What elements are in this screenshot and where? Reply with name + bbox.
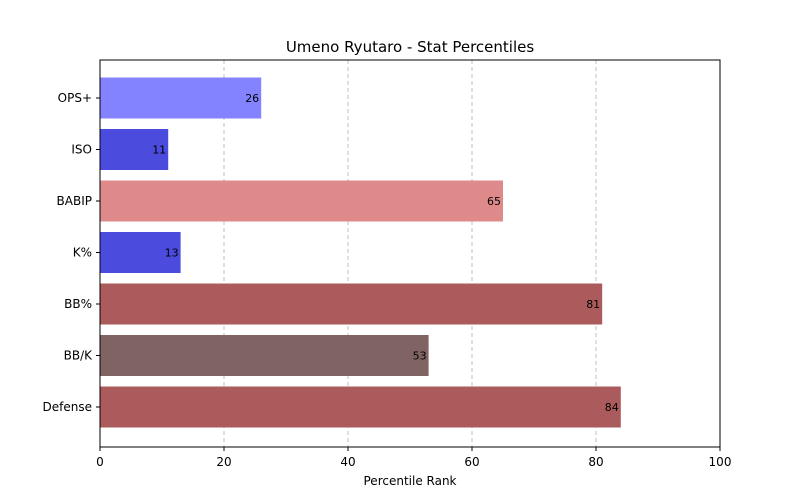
x-tick-label: 40 xyxy=(340,455,355,469)
y-tick-label: OPS+ xyxy=(58,91,92,105)
y-tick-label: BB/K xyxy=(64,349,94,363)
y-axis-ticks: OPS+ ISO BABIP K% BB% BB/K Defense xyxy=(43,91,100,414)
bar-babip xyxy=(100,180,503,222)
bar-value-label: 11 xyxy=(152,144,166,157)
bar-value-label: 53 xyxy=(413,350,427,363)
x-tick-label: 80 xyxy=(588,455,603,469)
bar-k- xyxy=(100,232,181,273)
bar-bb-k xyxy=(100,335,429,376)
bar-value-label: 13 xyxy=(165,247,179,260)
bar-value-label: 26 xyxy=(245,92,259,105)
bar-bb- xyxy=(100,283,603,325)
y-tick-label: BB% xyxy=(64,297,92,311)
bar-iso xyxy=(100,129,169,170)
bar-value-label: 84 xyxy=(605,401,619,414)
value-labels-group: 26 11 65 13 81 53 84 xyxy=(152,92,619,414)
bars-group xyxy=(100,77,621,428)
x-axis-ticks: 0 20 40 60 80 100 xyxy=(96,447,731,469)
bar-value-label: 65 xyxy=(487,195,501,208)
x-tick-label: 100 xyxy=(709,455,732,469)
bar-ops- xyxy=(100,77,262,119)
x-tick-label: 60 xyxy=(464,455,479,469)
y-tick-label: BABIP xyxy=(57,194,92,208)
x-tick-label: 0 xyxy=(96,455,104,469)
plot-frame xyxy=(99,59,721,448)
y-tick-label: K% xyxy=(73,246,92,260)
bar-defense xyxy=(100,386,621,428)
x-gridlines xyxy=(223,60,597,447)
y-tick-label: ISO xyxy=(71,143,92,157)
y-tick-label: Defense xyxy=(43,400,92,414)
x-axis-label: Percentile Rank xyxy=(364,474,457,488)
chart-title: Umeno Ryutaro - Stat Percentiles xyxy=(286,38,535,56)
x-tick-label: 20 xyxy=(216,455,231,469)
bar-value-label: 81 xyxy=(586,298,600,311)
